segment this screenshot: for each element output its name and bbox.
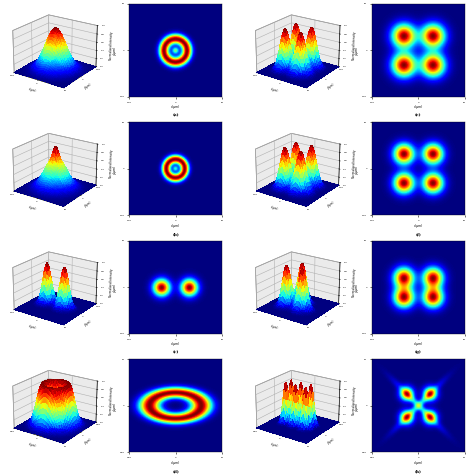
X-axis label: x(μm): x(μm) (270, 442, 280, 449)
X-axis label: x(μm): x(μm) (27, 442, 37, 449)
Y-axis label: y(μm): y(μm) (84, 200, 93, 208)
Text: (a): (a) (173, 113, 179, 118)
Y-axis label: y(μm): y(μm) (113, 164, 117, 173)
X-axis label: x(μm): x(μm) (171, 342, 181, 346)
Y-axis label: y(μm): y(μm) (84, 319, 93, 327)
Y-axis label: y(μm): y(μm) (113, 46, 117, 55)
Y-axis label: y(μm): y(μm) (113, 401, 117, 410)
Y-axis label: y(μm): y(μm) (356, 283, 359, 292)
X-axis label: x(μm): x(μm) (27, 205, 37, 212)
Y-axis label: y(μm): y(μm) (113, 283, 117, 292)
Text: (d): (d) (172, 469, 179, 473)
X-axis label: x(μm): x(μm) (171, 224, 181, 228)
X-axis label: x(μm): x(μm) (270, 205, 280, 212)
Y-axis label: y(μm): y(μm) (356, 164, 359, 173)
X-axis label: x(μm): x(μm) (414, 342, 423, 346)
Y-axis label: y(μm): y(μm) (327, 82, 336, 90)
X-axis label: x(μm): x(μm) (414, 461, 423, 465)
Y-axis label: y(μm): y(μm) (356, 401, 359, 410)
X-axis label: x(μm): x(μm) (414, 224, 423, 228)
X-axis label: x(μm): x(μm) (27, 87, 37, 93)
Y-axis label: y(μm): y(μm) (327, 200, 336, 208)
X-axis label: x(μm): x(μm) (171, 461, 181, 465)
Text: (e): (e) (415, 113, 422, 118)
X-axis label: x(μm): x(μm) (414, 105, 423, 109)
X-axis label: x(μm): x(μm) (270, 324, 280, 330)
Text: (h): (h) (415, 469, 422, 473)
Y-axis label: y(μm): y(μm) (327, 437, 336, 445)
X-axis label: x(μm): x(μm) (27, 324, 37, 330)
X-axis label: x(μm): x(μm) (270, 87, 280, 93)
Y-axis label: y(μm): y(μm) (84, 82, 93, 90)
Y-axis label: y(μm): y(μm) (327, 319, 336, 327)
Y-axis label: y(μm): y(μm) (356, 46, 359, 55)
Text: (c): (c) (173, 350, 179, 355)
Text: (f): (f) (416, 232, 421, 236)
Text: (g): (g) (415, 350, 422, 355)
Y-axis label: y(μm): y(μm) (84, 437, 93, 445)
X-axis label: x(μm): x(μm) (171, 105, 181, 109)
Text: (b): (b) (172, 232, 179, 236)
